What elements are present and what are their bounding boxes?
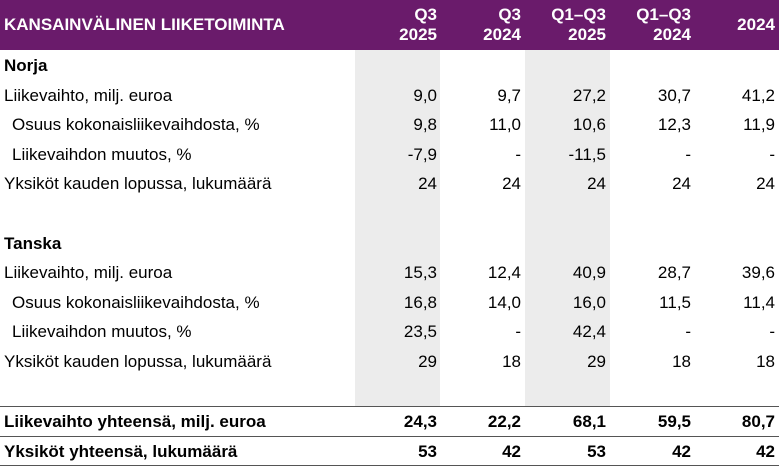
cell-value: 42 bbox=[502, 441, 521, 461]
row-label: Yksiköt yhteensä, lukumäärä bbox=[4, 441, 238, 461]
rule bbox=[0, 465, 779, 466]
cell-value: 24 bbox=[756, 174, 775, 194]
header-bar bbox=[0, 0, 779, 50]
column-header: 2025 bbox=[568, 25, 606, 44]
cell-value: - bbox=[769, 144, 775, 164]
cell-value: 42 bbox=[756, 441, 775, 461]
cell-value: 24 bbox=[587, 174, 606, 194]
cell-value: 11,5 bbox=[659, 292, 691, 312]
column-header: 2024 bbox=[653, 25, 691, 44]
cell-value: 16,8 bbox=[403, 292, 437, 312]
cell-value: - bbox=[515, 144, 521, 164]
cell-value: 53 bbox=[418, 441, 437, 461]
cell-value: 68,1 bbox=[572, 412, 606, 431]
column-shade bbox=[355, 50, 440, 406]
rule bbox=[0, 436, 779, 437]
cell-value: -11,5 bbox=[568, 144, 607, 164]
cell-value: 24 bbox=[418, 174, 437, 194]
cell-value: 18 bbox=[502, 352, 521, 371]
cell-value: 15,3 bbox=[403, 263, 437, 283]
row-label: Liikevaihto yhteensä, milj. euroa bbox=[4, 412, 266, 431]
section-title: Tanska bbox=[4, 233, 62, 253]
cell-value: -7,9 bbox=[407, 144, 437, 164]
cell-value: 80,7 bbox=[741, 412, 775, 431]
cell-value: 59,5 bbox=[657, 412, 691, 431]
cell-value: 9,7 bbox=[497, 85, 521, 105]
cell-value: 23,5 bbox=[403, 322, 437, 342]
cell-value: 24,3 bbox=[403, 412, 437, 431]
cell-value: 16,0 bbox=[572, 292, 606, 312]
row-label: Yksiköt kauden lopussa, lukumäärä bbox=[4, 174, 272, 194]
cell-value: 29 bbox=[587, 352, 606, 371]
cell-value: 11,9 bbox=[743, 115, 775, 135]
row-label: Liikevaihto, milj. euroa bbox=[4, 263, 173, 283]
column-header: Q1–Q3 bbox=[636, 5, 691, 24]
cell-value: 42 bbox=[672, 441, 691, 461]
cell-value: 24 bbox=[672, 174, 691, 194]
column-header: Q1–Q3 bbox=[551, 5, 606, 24]
column-header: 2024 bbox=[483, 25, 521, 44]
section-title: Norja bbox=[4, 56, 48, 75]
column-header: Q3 bbox=[414, 5, 437, 24]
cell-value: 28,7 bbox=[657, 263, 691, 283]
cell-value: 18 bbox=[672, 352, 691, 371]
row-label: Liikevaihto, milj. euroa bbox=[4, 85, 173, 105]
cell-value: 53 bbox=[587, 441, 606, 461]
cell-value: 39,6 bbox=[741, 263, 775, 283]
cell-value: 18 bbox=[756, 352, 775, 371]
table-title: KANSAINVÄLINEN LIIKETOIMINTA bbox=[4, 15, 285, 34]
cell-value: - bbox=[685, 322, 691, 342]
cell-value: 29 bbox=[418, 352, 437, 371]
cell-value: 40,9 bbox=[572, 263, 606, 283]
cell-value: - bbox=[685, 144, 691, 164]
cell-value: 10,6 bbox=[572, 115, 606, 135]
row-label: Yksiköt kauden lopussa, lukumäärä bbox=[4, 352, 272, 371]
cell-value: 9,8 bbox=[413, 115, 437, 135]
cell-value: 42,4 bbox=[572, 322, 606, 342]
column-header: 2025 bbox=[399, 25, 437, 44]
cell-value: 12,4 bbox=[487, 263, 521, 283]
cell-value: 27,2 bbox=[572, 85, 606, 105]
cell-value: 14,0 bbox=[487, 292, 521, 312]
cell-value: 41,2 bbox=[741, 85, 775, 105]
rule bbox=[0, 406, 779, 407]
column-header: 2024 bbox=[737, 15, 775, 34]
row-label: Osuus kokonaisliikevaihdosta, % bbox=[12, 292, 260, 312]
cell-value: - bbox=[515, 322, 521, 342]
cell-value: - bbox=[769, 322, 775, 342]
column-shade bbox=[525, 50, 610, 406]
row-label: Osuus kokonaisliikevaihdosta, % bbox=[12, 115, 260, 135]
column-header: Q3 bbox=[498, 5, 521, 24]
cell-value: 9,0 bbox=[413, 85, 437, 105]
cell-value: 30,7 bbox=[657, 85, 691, 105]
cell-value: 11,4 bbox=[743, 292, 775, 312]
cell-value: 11,0 bbox=[489, 115, 521, 135]
row-label: Liikevaihdon muutos, % bbox=[12, 144, 192, 164]
row-label: Liikevaihdon muutos, % bbox=[12, 322, 192, 342]
cell-value: 12,3 bbox=[657, 115, 691, 135]
cell-value: 24 bbox=[502, 174, 521, 194]
cell-value: 22,2 bbox=[487, 412, 521, 431]
